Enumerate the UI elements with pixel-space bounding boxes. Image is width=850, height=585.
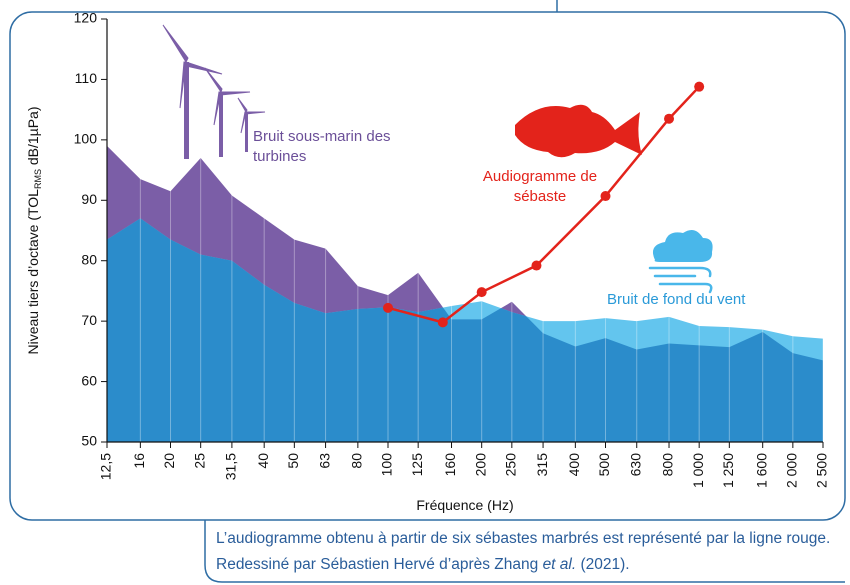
x-tick-label: 31,5 xyxy=(223,453,239,480)
fish-icon xyxy=(515,104,642,158)
cloud-icon xyxy=(648,229,713,294)
x-tick-label: 50 xyxy=(285,453,301,469)
x-tick-label: 25 xyxy=(191,453,207,469)
x-tick-label: 20 xyxy=(161,453,177,469)
y-tick-label: 120 xyxy=(74,10,98,26)
x-tick-label: 2 500 xyxy=(814,453,830,488)
audiogram-point xyxy=(437,317,448,328)
x-tick-label: 1 250 xyxy=(720,453,736,488)
y-axis-label-part: RMS xyxy=(33,169,43,189)
y-tick-label: 80 xyxy=(81,251,97,267)
x-tick-label: 125 xyxy=(409,453,425,477)
x-tick-label: 100 xyxy=(379,453,395,477)
x-tick-label: 63 xyxy=(316,453,332,469)
caption-text: (2021). xyxy=(576,556,630,573)
y-tick-label: 100 xyxy=(74,131,98,147)
x-tick-label: 800 xyxy=(660,453,676,477)
wind-label: Bruit de fond du vent xyxy=(607,291,746,308)
audiogram-point xyxy=(531,260,542,271)
y-tick-label: 70 xyxy=(81,312,97,328)
caption-text: et al. xyxy=(542,556,577,573)
y-tick-label: 90 xyxy=(81,191,97,207)
y-axis-label: Niveau tiers d’octave (TOLRMS dB/1µPa) xyxy=(25,106,43,354)
audiogram-point xyxy=(664,113,675,124)
x-tick-label: 630 xyxy=(627,453,643,477)
audiogram-label: Audiogramme de sébaste xyxy=(482,168,598,205)
x-tick-label: 2 000 xyxy=(784,453,800,488)
x-tick-label: 315 xyxy=(534,453,550,477)
x-tick-label: 40 xyxy=(255,453,271,469)
y-tick-label: 60 xyxy=(81,372,97,388)
chart-frame xyxy=(9,11,846,521)
y-axis-label-part: Niveau tiers d’octave (TOL xyxy=(25,189,41,355)
audiogram-point xyxy=(694,81,705,92)
x-tick-label: 200 xyxy=(472,453,488,477)
x-tick-label: 500 xyxy=(596,453,612,477)
x-axis-label: Fréquence (Hz) xyxy=(416,497,513,513)
turbine-label: Bruit sous-marin des turbines xyxy=(253,128,391,165)
caption-line: Redessiné par Sébastien Hervé d’après Zh… xyxy=(216,556,630,574)
x-tick-label: 160 xyxy=(442,453,458,477)
caption-frame xyxy=(204,520,845,583)
overlap-area xyxy=(107,218,823,442)
plot: 12,5 16 20 25 31,5 40 50 63 80 100 125 160 200 250 315… xyxy=(25,10,830,513)
y-tick-label: 110 xyxy=(75,70,98,86)
turbine-icon xyxy=(162,24,266,159)
x-tick-label: 250 xyxy=(503,453,519,477)
audiogram-point xyxy=(600,191,611,202)
y-axis-label-part: dB/1µPa) xyxy=(25,106,41,169)
y-tick-label: 50 xyxy=(81,433,97,449)
x-tick-label: 80 xyxy=(349,453,365,469)
caption-text: Redessiné par Sébastien Hervé d’après Zh… xyxy=(216,556,543,573)
caption-line: L’audiogramme obtenu à partir de six séb… xyxy=(216,530,831,547)
x-tick-label: 12,5 xyxy=(98,453,114,480)
x-tick-label: 1 000 xyxy=(690,453,706,488)
x-tick-label: 16 xyxy=(131,453,147,469)
x-tick-label: 400 xyxy=(566,453,582,477)
x-tick-label: 1 600 xyxy=(753,453,769,488)
audiogram-point xyxy=(476,287,487,298)
audiogram-point xyxy=(383,302,394,313)
